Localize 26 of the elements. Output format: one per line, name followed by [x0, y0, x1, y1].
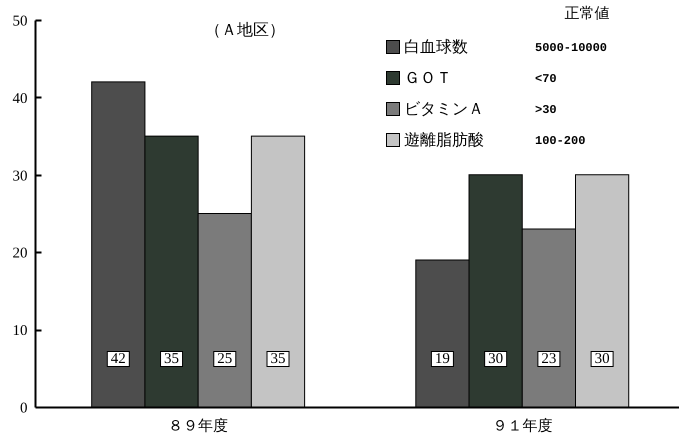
y-tick-label: 30 — [12, 168, 28, 184]
y-tick-label: 20 — [12, 246, 28, 262]
x-tick-label: ９１年度 — [492, 418, 552, 434]
data-label: 19 — [434, 351, 450, 367]
data-label: 23 — [541, 351, 556, 367]
data-label: 35 — [164, 351, 180, 367]
data-label: 30 — [488, 351, 504, 367]
legend-label: 遊離脂肪酸 — [404, 131, 484, 149]
data-label: 30 — [594, 351, 610, 367]
annotation: 100-200 — [535, 134, 586, 148]
annotation: 5000-10000 — [535, 41, 608, 55]
y-tick-label: 50 — [12, 14, 28, 30]
data-label: 42 — [110, 351, 126, 367]
data-label: 35 — [270, 351, 286, 367]
annotation: 正常値 — [564, 5, 610, 22]
annotation: <70 — [535, 72, 557, 86]
annotation: >30 — [535, 103, 557, 117]
chart-title: （Ａ地区） — [205, 21, 285, 39]
legend-label: ビタミンＡ — [404, 101, 484, 118]
x-tick-label: ８９年度 — [168, 418, 228, 434]
y-tick-label: 10 — [12, 323, 28, 340]
y-tick-label: 0 — [20, 400, 28, 416]
y-tick-label: 40 — [12, 90, 28, 107]
legend-label: ＧＯＴ — [404, 70, 452, 87]
legend-label: 白血球数 — [404, 38, 468, 56]
data-label: 25 — [217, 351, 232, 367]
